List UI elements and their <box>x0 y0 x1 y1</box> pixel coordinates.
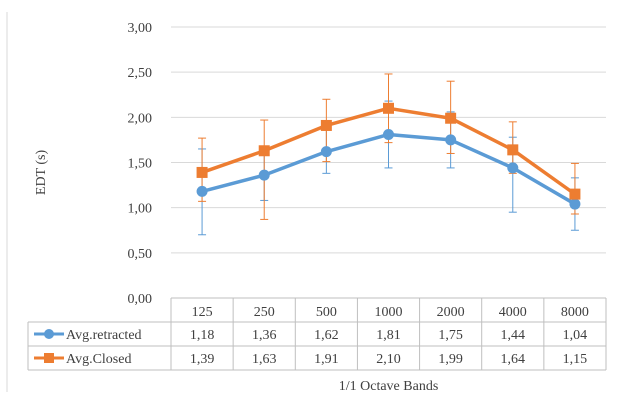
table-cell-value: 1,18 <box>190 328 215 343</box>
category-label: 125 <box>192 305 213 320</box>
legend-key-marker <box>44 329 54 339</box>
legend-key-marker <box>44 353 54 363</box>
table-cell-value: 1,62 <box>314 328 339 343</box>
legend-label: Avg.Closed <box>66 352 131 367</box>
category-label: 4000 <box>499 305 527 320</box>
table-cell-value: 1,44 <box>501 328 526 343</box>
y-tick-label: 2,50 <box>128 66 153 81</box>
data-table <box>27 297 607 371</box>
y-tick-label: 2,00 <box>128 111 153 126</box>
table-cell-value: 2,10 <box>376 352 401 367</box>
chart-text: 0,00 0,50 1,00 1,50 2,00 2,50 3,00 EDT (s) 125 25… <box>34 21 589 394</box>
category-label: 2000 <box>437 305 465 320</box>
data-point <box>569 188 581 200</box>
y-tick-label: 1,00 <box>128 202 153 217</box>
data-point <box>445 112 457 124</box>
data-point <box>196 166 208 178</box>
table-cell-value: 1,81 <box>376 328 401 343</box>
table-cell-value: 1,04 <box>563 328 588 343</box>
y-tick-label: 1,50 <box>128 157 153 172</box>
data-point <box>320 119 332 131</box>
data-point <box>383 128 394 140</box>
y-tick-label: 3,00 <box>128 21 153 36</box>
data-point <box>507 162 519 174</box>
table-cell-value: 1,64 <box>501 352 526 367</box>
table-cell-value: 1,63 <box>252 352 277 367</box>
data-point <box>320 146 332 158</box>
table-cell-value: 1,99 <box>438 352 463 367</box>
table-cell-value: 1,91 <box>314 352 339 367</box>
series-markers <box>196 102 581 210</box>
category-label: 250 <box>254 305 275 320</box>
y-tick-label: 0,00 <box>128 292 153 307</box>
legend-label: Avg.retracted <box>66 328 142 343</box>
y-tick-label: 0,50 <box>128 247 153 262</box>
table-cell-value: 1,75 <box>438 328 463 343</box>
table-cell-value: 1,15 <box>563 352 588 367</box>
data-point <box>196 185 208 197</box>
category-label: 1000 <box>375 305 403 320</box>
data-point <box>569 198 581 210</box>
data-point <box>258 169 270 181</box>
data-point <box>507 144 519 156</box>
table-cell-value: 1,36 <box>252 328 277 343</box>
table-cell-value: 1,39 <box>190 352 215 367</box>
category-label: 8000 <box>561 305 589 320</box>
y-axis-title: EDT (s) <box>34 150 49 196</box>
data-point <box>445 134 457 146</box>
data-point <box>383 102 394 114</box>
x-axis-title: 1/1 Octave Bands <box>339 379 439 394</box>
data-point <box>258 145 270 157</box>
category-label: 500 <box>316 305 337 320</box>
